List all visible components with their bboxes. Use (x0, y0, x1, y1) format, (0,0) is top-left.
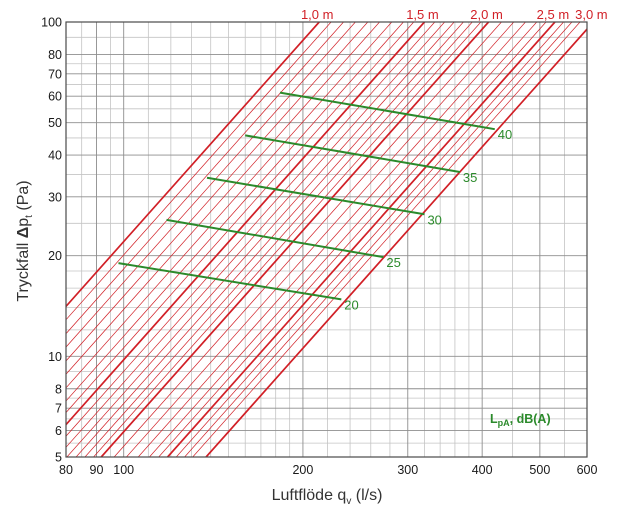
x-tick-label: 600 (577, 463, 598, 477)
length-curve-minor (66, 22, 414, 414)
y-axis-title: Tryckfall Δpt (Pa) (15, 180, 35, 301)
x-tick-label: 300 (397, 463, 418, 477)
length-curve-minor (66, 22, 380, 375)
x-axis-title-sub: v (346, 496, 351, 507)
length-curve-label: 2,5 m (537, 7, 570, 22)
sound-labels: 20 25 30 35 40 (344, 127, 512, 312)
sound-line (279, 91, 495, 131)
plot-frame (65, 21, 588, 458)
sound-line (245, 134, 461, 173)
y-tick-label: 60 (48, 90, 62, 104)
length-curve-major (166, 22, 556, 457)
sound-legend-unit: , dB(A) (510, 412, 551, 426)
y-tick-labels: 5 6 7 8 10 20 30 40 50 60 70 80 100 (41, 16, 62, 465)
y-axis-title-p: p (15, 218, 32, 227)
length-curve-major (205, 27, 587, 457)
y-tick-label: 10 (48, 350, 62, 364)
y-tick-label: 100 (41, 16, 62, 30)
sound-line-label: 25 (386, 255, 400, 270)
length-curve-minor (149, 22, 537, 457)
x-tick-label: 400 (472, 463, 493, 477)
length-labels: 1,0 m 1,5 m 2,0 m 2,5 m 3,0 m (301, 7, 608, 22)
length-curve-label: 1,5 m (406, 7, 439, 22)
length-curve-minor (66, 22, 436, 437)
length-curve-minor (175, 22, 564, 457)
x-axis-title-unit: (l/s) (351, 487, 382, 504)
y-axis-title-sub: t (24, 215, 35, 218)
length-curve-minor (66, 22, 445, 448)
length-curve-label: 1,0 m (301, 7, 334, 22)
length-curve-minor (66, 22, 369, 362)
y-tick-label: 5 (55, 451, 62, 465)
length-curve-minor (184, 22, 573, 457)
x-tick-label: 200 (292, 463, 313, 477)
y-axis-title-delta: Δ (15, 227, 32, 239)
sound-legend-main: L (490, 412, 498, 426)
length-curves (66, 22, 587, 457)
sound-line-label: 35 (463, 170, 477, 185)
length-curve-minor (75, 22, 464, 457)
y-tick-label: 7 (55, 402, 62, 416)
length-curve-minor (66, 22, 332, 321)
sound-lines (118, 91, 495, 301)
length-curve-major (66, 22, 426, 426)
sound-line-label: 20 (344, 297, 358, 312)
sound-line (206, 176, 425, 216)
sound-legend: LpA, dB(A) (490, 412, 551, 428)
length-curve-minor (192, 22, 581, 457)
x-axis-title-main: Luftflöde q (272, 487, 347, 504)
x-tick-label: 500 (529, 463, 550, 477)
x-tick-label: 90 (90, 463, 104, 477)
y-tick-label: 80 (48, 48, 62, 62)
sound-line (166, 218, 384, 259)
length-curve-label: 2,0 m (470, 7, 503, 22)
sound-line-label: 30 (427, 212, 441, 227)
sound-legend-sub: pA (498, 418, 510, 428)
length-curve-minor (113, 22, 502, 457)
length-curve-minor (137, 22, 526, 457)
length-curve-minor (158, 22, 547, 457)
length-curve-major (66, 22, 320, 308)
y-tick-label: 20 (48, 249, 62, 263)
y-axis-title-unit: (Pa) (15, 180, 32, 215)
y-tick-label: 40 (48, 149, 62, 163)
y-tick-label: 30 (48, 190, 62, 204)
length-curve-label: 3,0 m (575, 7, 608, 22)
length-curve-minor (66, 22, 404, 402)
x-tick-labels: 80 90 100 200 300 400 500 600 (59, 463, 597, 477)
x-axis-title: Luftflöde qv (l/s) (272, 487, 383, 507)
length-curve-major (100, 22, 490, 457)
y-tick-label: 70 (48, 67, 62, 81)
length-curve-minor (126, 22, 515, 457)
sound-line (118, 262, 342, 301)
y-axis-title-main: Tryckfall (15, 238, 32, 301)
y-tick-label: 8 (55, 382, 62, 396)
x-tick-label: 80 (59, 463, 73, 477)
x-tick-label: 100 (113, 463, 134, 477)
sound-line-label: 40 (498, 127, 512, 142)
length-curve-minor (66, 22, 455, 457)
y-tick-label: 50 (48, 116, 62, 130)
length-curve-minor (66, 22, 344, 335)
plot-background (66, 22, 587, 457)
length-curve-minor (93, 22, 482, 457)
length-curve-minor (66, 22, 393, 389)
y-tick-label: 6 (55, 424, 62, 438)
